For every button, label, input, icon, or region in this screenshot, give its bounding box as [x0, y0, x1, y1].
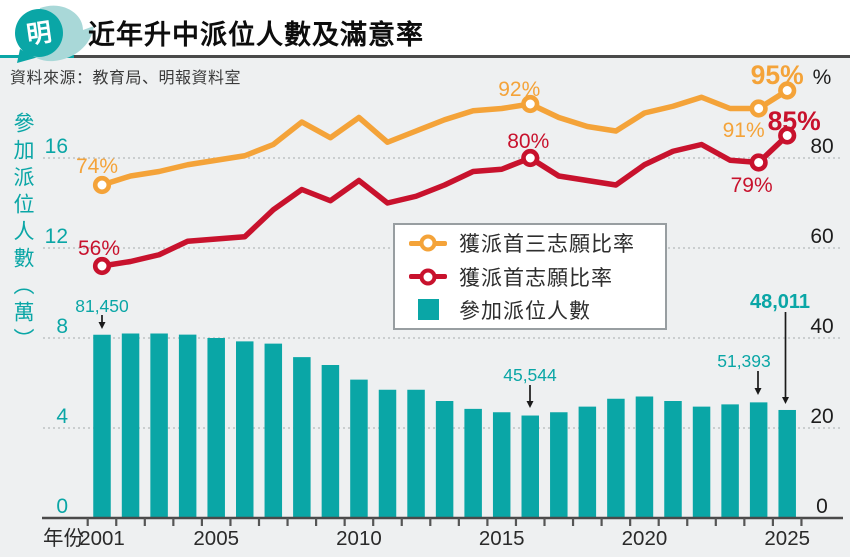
chart-label: 80 [810, 135, 833, 158]
legend-square-swatch [417, 299, 439, 321]
bar-2004 [178, 334, 197, 518]
legend-item-participants: 參加派位人數 [408, 295, 665, 325]
bar-2006 [236, 341, 254, 518]
line-first-three [99, 87, 790, 188]
bar-2005 [207, 338, 225, 518]
chart-label: 2015 [479, 527, 525, 550]
annotation-arrowhead [782, 397, 789, 404]
bar-2011 [378, 389, 397, 518]
line-marker-icon [408, 268, 448, 285]
chart-label: 12 [45, 225, 68, 248]
chart-label: 51,393 [717, 351, 771, 371]
bar-2018 [578, 406, 597, 518]
annotation-arrowhead [754, 388, 762, 395]
bar-2023 [721, 404, 739, 518]
chart-label: 0 [816, 495, 828, 518]
chart-label: 16 [45, 135, 68, 158]
bar-2009 [321, 365, 340, 518]
bar-2008 [293, 357, 311, 518]
marker-2001 [92, 256, 112, 276]
chart-label: 2010 [336, 527, 382, 550]
chart-label: 91% [723, 119, 765, 142]
header-divider [0, 55, 850, 58]
bar-2021 [664, 401, 682, 518]
logo-bubble [15, 9, 63, 57]
marker-2001 [92, 175, 112, 195]
chart-label: 95% [751, 60, 804, 90]
chart-label: 8 [56, 315, 68, 338]
bar-2024 [749, 402, 768, 518]
chart-label: 81,450 [75, 296, 129, 316]
marker-2024 [749, 99, 768, 118]
chart-label: 45,544 [503, 365, 557, 385]
legend-item-first-three-choices: 獲派首三志願比率 [408, 228, 665, 258]
chart-label: 48,011 [750, 291, 810, 313]
page-title: 近年升中派位人數及滿意率 [88, 20, 424, 50]
bar-2012 [407, 389, 425, 518]
header-bar [0, 0, 850, 56]
marker-2024 [749, 153, 768, 172]
chart-label: 60 [810, 225, 833, 248]
bar-2001 [93, 334, 111, 518]
bar-2013 [435, 401, 454, 518]
bar-2022 [692, 406, 711, 518]
chart-label: 2025 [764, 527, 810, 550]
chart-label: 20 [810, 405, 833, 428]
marker-2025 [778, 81, 797, 100]
square-swatch-icon [408, 299, 448, 321]
marker-2025 [778, 126, 797, 145]
legend-ring-swatch [419, 268, 437, 285]
chart-label: 92% [498, 78, 540, 101]
bar-2025 [778, 409, 796, 518]
bar-2002 [121, 333, 140, 518]
marker-2016 [521, 94, 540, 114]
mingpao-logo-icon: 明 [15, 5, 94, 63]
bar-2007 [264, 343, 283, 518]
annotation-arrowhead [98, 322, 106, 329]
line-first-choice [99, 132, 790, 269]
bar-2020 [635, 396, 654, 518]
chart-label: 80% [507, 130, 549, 153]
left-axis-title: 參加派位人數（萬） [11, 112, 34, 355]
bar-2015 [492, 412, 511, 518]
bar-2003 [150, 333, 168, 518]
bar-2016 [521, 415, 539, 518]
chart-label: 年份 [43, 527, 84, 550]
bar-2017 [550, 412, 568, 518]
legend-label: 參加派位人數 [459, 299, 591, 323]
legend-label: 獲派首志願比率 [459, 266, 613, 290]
logo-glyph: 明 [25, 18, 54, 49]
chart-label: 2020 [622, 527, 668, 550]
annotation-arrowhead [526, 401, 534, 408]
chart-label: % [813, 66, 832, 89]
chart-label: 4 [56, 405, 68, 428]
source-note: 資料來源：教育局、明報資料室 [10, 70, 242, 87]
logo-bubble-tail [17, 49, 35, 63]
bar-2010 [350, 379, 368, 518]
legend-ring-swatch [419, 234, 437, 252]
chart-label: 85% [768, 106, 821, 136]
chart-label: 56% [78, 237, 120, 260]
chart-label: 0 [56, 495, 68, 518]
bar-2019 [607, 398, 625, 518]
chart-label: 2005 [193, 527, 239, 550]
line-marker-icon [408, 234, 448, 252]
chart-label: 2001 [79, 527, 125, 550]
bar-2014 [464, 408, 482, 518]
chart-legend: 獲派首三志願比率 獲派首志願比率 參加派位人數 [393, 223, 667, 330]
legend-item-first-choice: 獲派首志願比率 [408, 262, 665, 292]
chart-label: 74% [76, 155, 118, 178]
chart-label: 79% [731, 174, 773, 197]
chart-label: 40 [810, 315, 833, 338]
legend-label: 獲派首三志願比率 [459, 233, 635, 257]
marker-2016 [521, 148, 540, 168]
